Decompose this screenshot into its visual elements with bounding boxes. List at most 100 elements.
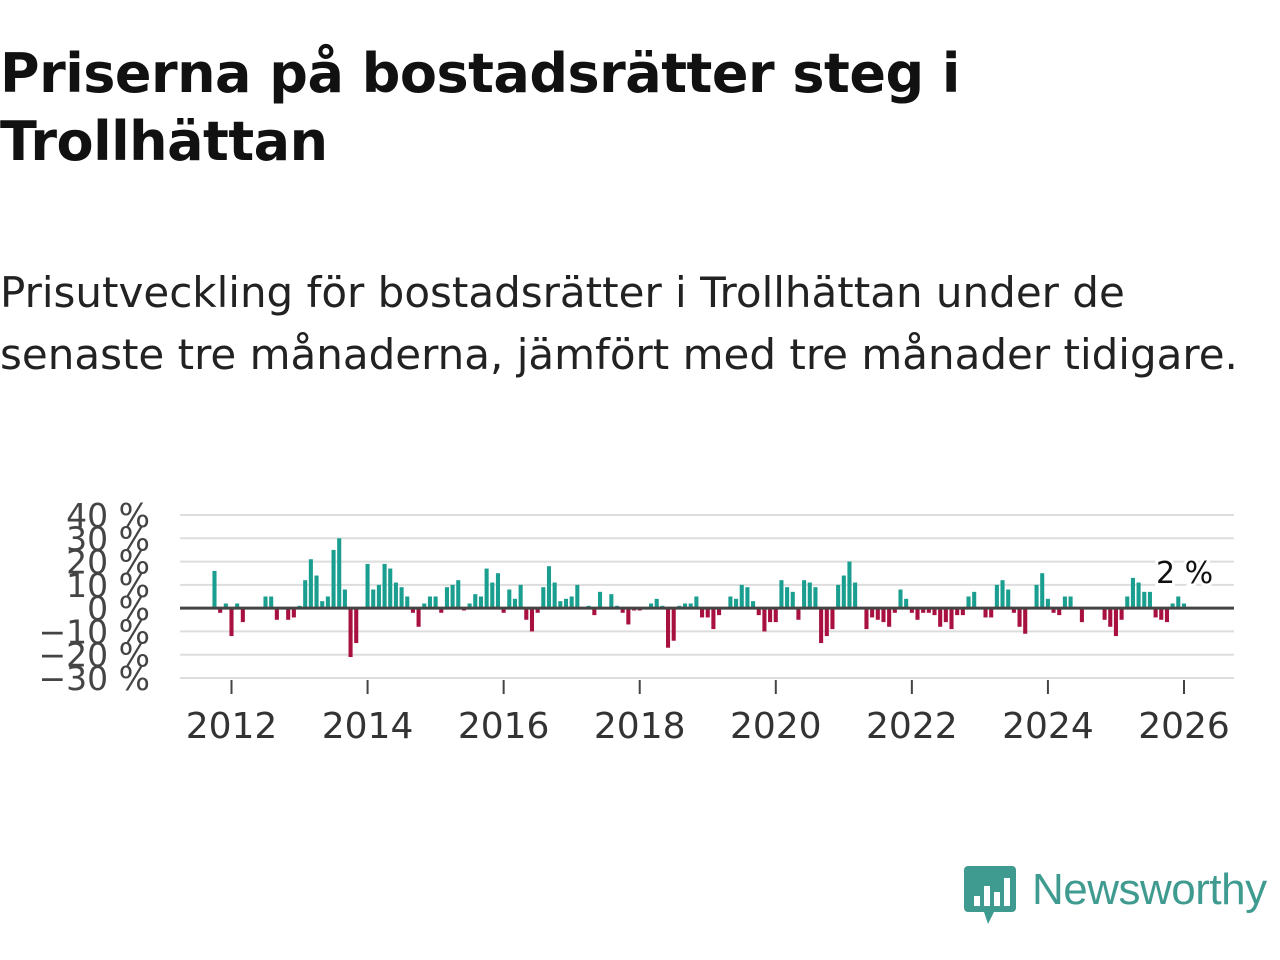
bar [235,603,240,609]
bar [989,608,994,618]
bar [365,563,370,609]
bar [898,589,903,609]
bar [734,598,739,609]
bar [331,549,336,609]
bar [393,582,398,609]
bar [1164,608,1169,623]
bar [1000,580,1005,609]
bar [229,608,234,637]
bar [410,608,415,613]
bar [711,608,716,630]
bar [796,608,801,620]
bar [773,608,778,623]
bar [1017,608,1022,627]
bar [802,580,807,609]
bar [212,570,217,609]
bar [830,608,835,630]
newsworthy-logo: Newsworthy [964,864,1280,928]
bar [700,608,705,618]
bar [1119,608,1124,620]
bar [926,608,931,613]
bar [218,608,223,613]
bar [666,608,671,648]
bar [768,608,773,623]
bar [308,559,313,609]
bar [728,596,733,609]
bar [1181,603,1186,609]
y-tick-label: 40 % [66,496,150,535]
bar [444,587,449,609]
bar [739,584,744,609]
x-tick-label: 2018 [594,706,686,747]
bar [546,566,552,609]
bar [960,608,965,616]
y-tick-label: 0 % [87,589,150,628]
bar [1034,584,1039,609]
bar [223,603,228,609]
y-tick-label: −10 % [39,612,151,651]
bar [824,608,829,637]
bar [342,589,347,609]
bar [1040,573,1045,609]
x-tick-label: 2016 [458,706,550,747]
bar [1079,608,1084,623]
bar [654,598,659,609]
bar [1045,598,1050,609]
bar [762,608,767,632]
bar [966,596,971,609]
y-tick-label: −30 % [39,659,151,698]
bar [756,608,761,616]
annotations: 2 % [1153,553,1216,594]
bar [892,608,897,613]
x-tick-label: 2024 [1002,706,1094,747]
bar [569,596,574,609]
bar [473,594,478,609]
bar [909,608,914,613]
bar [955,608,960,616]
bar [1159,608,1164,620]
bar [1147,591,1152,609]
bar [592,608,597,616]
newsworthy-logo-icon [964,866,1016,924]
bar [1136,582,1141,609]
bar [875,608,880,620]
latest-value-label: 2 % [1156,556,1213,591]
bar [501,608,506,613]
bar [337,538,342,609]
bar [558,601,563,609]
bar [575,584,580,609]
bar [943,608,948,623]
bar [864,608,869,630]
chart-subtitle: Prisutveckling för bostadsrätter i Troll… [0,268,1238,379]
bar [376,584,381,609]
bar [694,596,699,609]
bar [291,608,296,618]
bar [450,584,455,609]
bar [819,608,824,644]
bar [371,589,376,609]
x-tick-label: 2014 [322,706,414,747]
bar [563,598,569,609]
bar [478,596,483,609]
x-axis: 2012 2014 2016 2018 2020 2022 2024 2026 [186,680,1230,747]
bar [1068,596,1073,609]
bar [688,603,693,609]
bar [1176,596,1181,609]
bar [286,608,291,620]
bar [887,608,892,627]
bar [717,608,722,616]
bar [921,608,926,613]
bar [597,591,603,609]
bar [853,582,858,609]
bar [836,584,841,609]
y-tick-label: 30 % [66,519,150,558]
bar [433,596,438,609]
bar [512,598,518,609]
bar [1011,608,1016,613]
bar [938,608,943,627]
bar [405,596,410,609]
bar [467,603,472,609]
bar [314,575,319,609]
bar [881,608,886,623]
bar [1006,589,1011,609]
